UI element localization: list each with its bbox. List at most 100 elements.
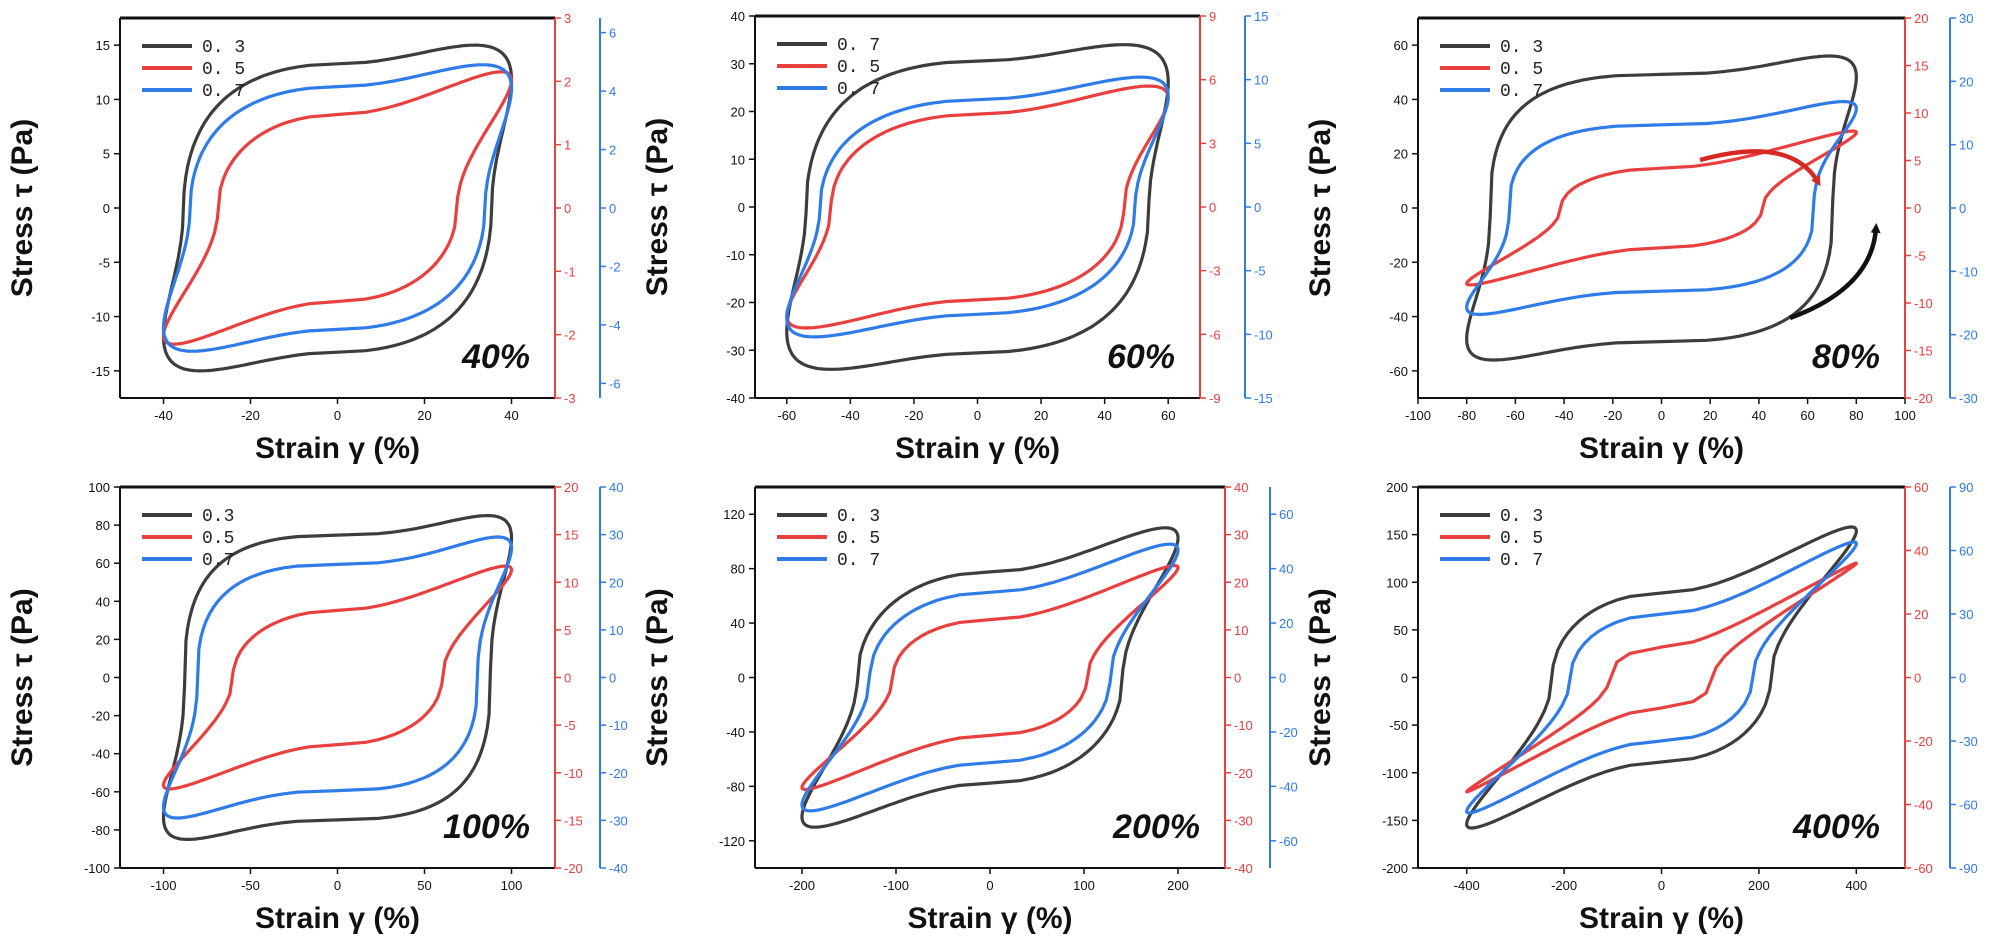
x-axis-title: Strain γ (%) (1579, 902, 1744, 935)
y3-tick-label: 40 (609, 480, 623, 495)
y-tick-label: -120 (719, 834, 745, 849)
y3-tick-label: -20 (1959, 328, 1978, 343)
y-tick-label: 0 (1401, 671, 1408, 686)
y2-tick-label: 30 (1234, 528, 1248, 543)
legend-label: 0. 5 (837, 58, 880, 78)
x-axis-title: Strain γ (%) (895, 432, 1060, 465)
y2-tick-label: -3 (564, 391, 576, 406)
x-tick-label: -80 (1457, 408, 1476, 423)
y3-tick-label: -4 (609, 318, 621, 333)
y-tick-label: -20 (1389, 255, 1408, 270)
legend-label: 0. 7 (202, 82, 245, 102)
legend-label: 0.5 (202, 529, 234, 549)
y-tick-label: 0 (738, 200, 745, 215)
legend-label: 0. 7 (1500, 551, 1543, 571)
series-curve-0 (161, 514, 514, 841)
x-axis-title: Strain γ (%) (1579, 432, 1744, 465)
y2-tick-label: 15 (564, 528, 578, 543)
y3-tick-label: 0 (1279, 671, 1286, 686)
legend-label: 0. 7 (837, 551, 880, 571)
y3-tick-label: 40 (1279, 562, 1293, 577)
y3-tick-label: -5 (1254, 264, 1266, 279)
y2-tick-label: -20 (1234, 766, 1253, 781)
y3-tick-label: 30 (609, 528, 623, 543)
y-axis-title: Stress τ (Pa) (6, 119, 39, 297)
y-axis-title: Stress τ (Pa) (641, 588, 674, 766)
legend-label: 0. 5 (1500, 60, 1543, 80)
legend-label: 0.3 (202, 507, 234, 527)
x-tick-label: 100 (1073, 878, 1095, 893)
x-tick-label: 0 (334, 878, 341, 893)
y2-tick-label: -5 (1914, 249, 1926, 264)
y2-tick-label: 40 (1914, 544, 1928, 559)
y3-tick-label: 60 (1959, 544, 1973, 559)
y-tick-label: 40 (1394, 92, 1408, 107)
y3-tick-label: -30 (1959, 734, 1978, 749)
x-axis-title: Strain γ (%) (255, 902, 420, 935)
y2-tick-label: -40 (1914, 798, 1933, 813)
panel-label: 200% (1112, 808, 1200, 846)
y-tick-label: -80 (726, 779, 745, 794)
y2-tick-label: 5 (564, 623, 571, 638)
x-tick-label: -50 (241, 878, 260, 893)
panel-2: -100 -80 -60 -40 -20 0 20 40 60 80 100-60-40-20020… (1304, 11, 1978, 465)
y2-tick-label: 0 (1234, 671, 1241, 686)
y3-tick-label: 30 (1959, 11, 1973, 26)
y2-tick-label: 20 (1234, 575, 1248, 590)
series-curve-1 (785, 84, 1170, 330)
panel-1: -60 -40 -20 0 20 40 60-40-30-20-10010203040-9-… (641, 9, 1273, 465)
y-tick-label: 20 (96, 632, 110, 647)
y-tick-label: 0 (738, 671, 745, 686)
series-curve-0 (1465, 525, 1858, 830)
y-tick-label: 100 (88, 480, 110, 495)
x-tick-label: 0 (334, 408, 341, 423)
panel-3: -100 -50 0 50 100-100-80-60-40-2002040608010… (6, 480, 628, 935)
y3-tick-label: -40 (609, 861, 628, 876)
y3-tick-label: 20 (1959, 74, 1973, 89)
x-tick-label: -60 (777, 408, 796, 423)
x-tick-label: 400 (1845, 878, 1867, 893)
y2-tick-label: 40 (1234, 480, 1248, 495)
y3-tick-label: -20 (1279, 725, 1298, 740)
y3-tick-label: -30 (1959, 391, 1978, 406)
legend-label: 0. 5 (837, 529, 880, 549)
y2-tick-label: 1 (564, 138, 571, 153)
legend-label: 0. 5 (202, 60, 245, 80)
y2-tick-label: -20 (1914, 734, 1933, 749)
x-tick-label: 200 (1748, 878, 1770, 893)
curved-arrow-clockwise-icon (1699, 149, 1821, 187)
y-axis-title: Stress τ (Pa) (1304, 588, 1337, 766)
legend-label: 0. 3 (837, 507, 880, 527)
y2-tick-label: -10 (1914, 296, 1933, 311)
x-tick-label: -20 (905, 408, 924, 423)
series-curve-2 (785, 75, 1170, 339)
y-tick-label: -50 (1389, 718, 1408, 733)
y-tick-label: -80 (91, 823, 110, 838)
y2-tick-label: 60 (1914, 480, 1928, 495)
x-tick-label: 50 (417, 878, 431, 893)
y2-tick-label: 3 (1209, 136, 1216, 151)
x-tick-label: 200 (1167, 878, 1189, 893)
y3-tick-label: 15 (1254, 9, 1268, 24)
y-tick-label: -20 (726, 296, 745, 311)
y-axis-title: Stress τ (Pa) (641, 118, 674, 296)
y2-tick-label: 20 (1914, 11, 1928, 26)
series-curve-1 (1465, 561, 1858, 794)
x-tick-label: 20 (1034, 408, 1048, 423)
y-tick-label: -40 (726, 725, 745, 740)
y-tick-label: 60 (96, 556, 110, 571)
series-curve-2 (161, 535, 514, 820)
y-tick-label: -40 (726, 391, 745, 406)
x-tick-label: 60 (1800, 408, 1814, 423)
y-tick-label: 5 (103, 147, 110, 162)
y-tick-label: 200 (1386, 480, 1408, 495)
y2-tick-label: 0 (1914, 671, 1921, 686)
y-tick-label: -20 (91, 709, 110, 724)
y3-tick-label: 10 (1959, 138, 1973, 153)
y2-tick-label: -10 (564, 766, 583, 781)
y2-tick-label: 6 (1209, 73, 1216, 88)
y-tick-label: 60 (1394, 38, 1408, 53)
x-tick-label: -20 (1603, 408, 1622, 423)
y2-tick-label: -2 (564, 328, 576, 343)
y2-tick-label: 0 (564, 671, 571, 686)
